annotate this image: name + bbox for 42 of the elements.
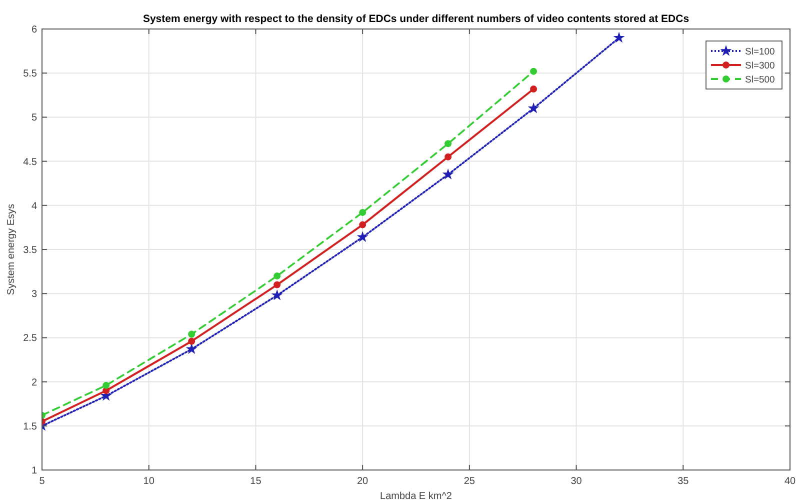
x-tick-label: 15	[250, 476, 262, 487]
y-tick-label: 4.5	[23, 156, 38, 168]
y-tick-label: 2	[31, 377, 38, 388]
point	[359, 221, 366, 228]
y-tick-label: 5.5	[23, 68, 38, 80]
point	[272, 290, 282, 300]
legend-label: Sl=300	[745, 60, 775, 72]
x-tick-label: 40	[784, 476, 796, 487]
y-tick-label: 4	[31, 200, 38, 212]
y-axis-title: System energy Esys	[6, 204, 17, 296]
point	[359, 208, 366, 216]
chart-title: System energy with respect to the density of EDCs under different numbers of video contents stored at EDCs	[142, 13, 690, 25]
point	[186, 344, 196, 354]
y-tick-label: 3	[31, 289, 38, 300]
point	[444, 140, 452, 148]
point	[614, 32, 624, 42]
x-tick-label: 5	[39, 476, 46, 487]
y-tick-label: 1	[31, 466, 38, 476]
point	[358, 232, 368, 242]
x-tick-label: 25	[464, 476, 476, 487]
legend-label: Sl=500	[745, 74, 775, 86]
y-tick-label: 6	[31, 24, 38, 36]
x-axis-title: Lambda E km^2	[380, 491, 452, 502]
point	[188, 330, 196, 338]
point	[444, 153, 452, 160]
point	[530, 85, 538, 92]
x-tick-label: 30	[570, 476, 582, 487]
x-tick-label: 35	[678, 476, 690, 487]
point	[102, 382, 110, 389]
y-tick-label: 5	[31, 112, 38, 124]
legend-label: Sl=100	[745, 46, 775, 58]
point	[188, 338, 196, 345]
y-tick-label: 2.5	[23, 333, 38, 344]
point	[530, 68, 538, 75]
point	[528, 103, 538, 112]
y-tick-label: 3.5	[23, 245, 38, 256]
x-tick-label: 20	[357, 476, 369, 487]
point	[443, 170, 453, 179]
x-tick-label: 10	[143, 476, 155, 487]
point	[274, 281, 281, 288]
point	[274, 272, 281, 280]
y-tick-label: 1.5	[23, 421, 38, 432]
